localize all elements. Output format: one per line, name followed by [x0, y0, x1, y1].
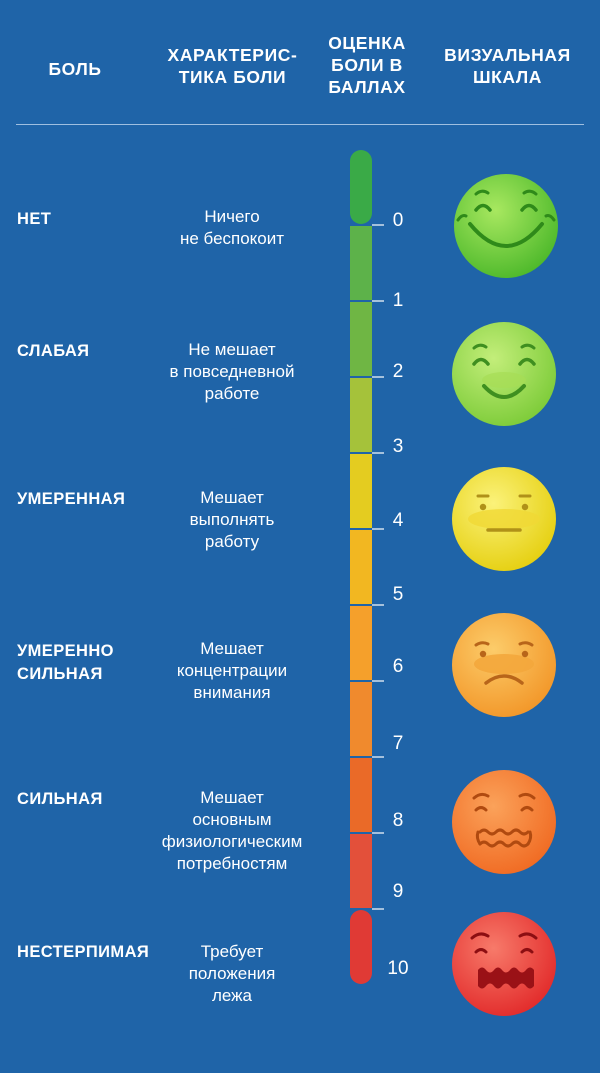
- description-unbearable: Требует положения лежа: [188, 942, 276, 1005]
- level-none: НЕТ: [17, 210, 52, 228]
- scale-segment-9: [350, 834, 372, 908]
- score-label-8: 8: [392, 810, 404, 831]
- scale-segment-1: [350, 226, 372, 300]
- happy-face-icon: [452, 322, 556, 426]
- score-label-0: 0: [392, 210, 404, 231]
- score-label-5: 5: [392, 584, 404, 605]
- level-unbearable: НЕСТЕРПИМАЯ: [17, 943, 150, 961]
- description-weak: Не мешает в повседневной работе: [169, 340, 295, 403]
- header-pain: БОЛЬ: [48, 59, 102, 79]
- neutral-face-icon: [452, 467, 556, 571]
- scale-segment-6: [350, 606, 372, 680]
- description-moderately-strong: Мешает концентрации внимания: [176, 639, 288, 702]
- score-label-10: 10: [387, 958, 409, 979]
- score-label-6: 6: [392, 656, 404, 677]
- scale-segment-2: [350, 302, 372, 376]
- header-visual-scale: ВИЗУАЛЬНАЯ ШКАЛА: [444, 45, 571, 87]
- distressed-face-icon: [452, 770, 556, 874]
- score-label-7: 7: [392, 733, 404, 754]
- description-none: Ничего не беспокоит: [179, 207, 285, 248]
- scale-segment-7: [350, 682, 372, 756]
- score-label-2: 2: [392, 361, 404, 382]
- very-happy-face-icon: [454, 174, 558, 278]
- description-strong: Мешает основным физиологическим потребно…: [161, 788, 303, 873]
- scale-segment-4: [350, 454, 372, 528]
- sad-face-icon: [452, 613, 556, 717]
- score-label-1: 1: [392, 290, 404, 311]
- description-moderate: Мешает выполнять работу: [189, 488, 275, 551]
- level-moderately-strong: УМЕРЕННО СИЛЬНАЯ: [17, 642, 114, 683]
- level-weak: СЛАБАЯ: [17, 342, 90, 360]
- scale-segment-5: [350, 530, 372, 604]
- header-score: ОЦЕНКА БОЛИ В БАЛЛАХ: [328, 33, 406, 97]
- header-divider: [16, 124, 584, 125]
- scale-segment-0: [350, 150, 372, 224]
- header-characteristic: ХАРАКТЕРИС- ТИКА БОЛИ: [167, 45, 298, 87]
- pain-score-scale: [350, 150, 384, 984]
- scale-segment-8: [350, 758, 372, 832]
- level-strong: СИЛЬНАЯ: [17, 790, 103, 808]
- scale-segment-10: [350, 910, 372, 984]
- score-label-4: 4: [392, 510, 404, 531]
- level-moderate: УМЕРЕННАЯ: [17, 490, 126, 508]
- agony-face-icon: [452, 912, 556, 1016]
- score-label-9: 9: [392, 881, 404, 902]
- score-label-3: 3: [392, 436, 404, 457]
- scale-segment-3: [350, 378, 372, 452]
